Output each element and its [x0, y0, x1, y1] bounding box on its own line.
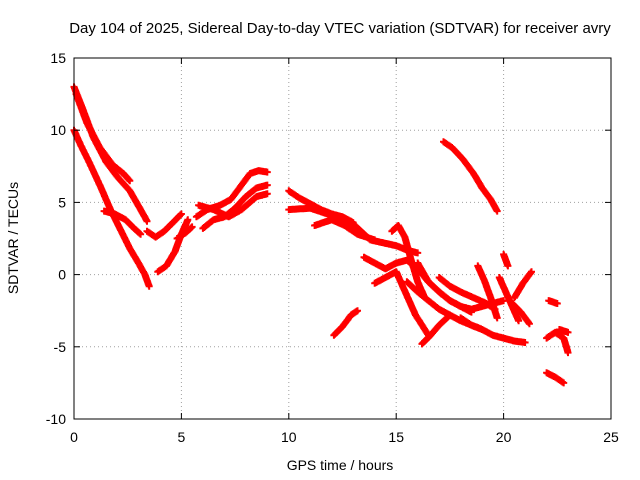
axis-ticks: 0 5 10 15 20 25 -10 -5 0 5 10 15 [46, 50, 619, 445]
data-point-markers [435, 274, 499, 313]
data-series-trace-4 [100, 207, 145, 238]
data-point-markers [555, 326, 572, 336]
chart-title: Day 104 of 2025, Sidereal Day-to-day VTE… [69, 20, 611, 37]
data-series-trace-13 [311, 216, 379, 244]
data-point-markers [545, 297, 561, 307]
data-point-markers [543, 369, 568, 387]
data-series-trace-21 [435, 274, 499, 313]
y-tick-label: -5 [54, 339, 67, 355]
data-point-markers [311, 216, 379, 244]
data-series-trace-29 [545, 297, 561, 307]
x-tick-label: 20 [496, 429, 512, 445]
data-point-markers [457, 314, 529, 346]
data-point-markers [508, 300, 533, 328]
data-series-trace-27 [510, 268, 535, 302]
data-point-markers [100, 207, 145, 238]
x-tick-label: 15 [388, 429, 404, 445]
x-tick-label: 10 [281, 429, 297, 445]
data-point-markers [418, 311, 454, 348]
y-tick-label: -10 [46, 411, 66, 427]
grid-lines [74, 58, 611, 419]
data-point-markers [195, 190, 271, 221]
data-point-markers [474, 262, 501, 322]
data-series-trace-3 [72, 90, 134, 185]
data-series-trace-23 [457, 314, 529, 346]
data-series-trace-22 [440, 138, 501, 215]
data-series-trace-5 [143, 210, 185, 241]
data-series-trace-24 [474, 262, 501, 322]
y-tick-label: 5 [58, 194, 66, 210]
data-point-markers [510, 268, 535, 302]
data-point-markers [143, 210, 185, 241]
data-point-markers [173, 223, 196, 242]
plot-frame [73, 57, 612, 420]
data-point-markers [371, 268, 432, 339]
data-series-trace-17 [388, 222, 428, 300]
data-point-markers [388, 222, 428, 300]
data-points [70, 83, 572, 387]
y-tick-label: 0 [58, 267, 66, 283]
data-point-markers [330, 307, 361, 339]
x-tick-label: 5 [178, 429, 186, 445]
data-series-trace-30 [543, 328, 572, 357]
y-axis-label: SDTVAR / TECUs [5, 182, 21, 294]
data-point-markers [440, 138, 501, 215]
data-series-trace-14 [330, 307, 361, 339]
data-point-markers [72, 90, 134, 185]
x-tick-label: 0 [70, 429, 78, 445]
y-tick-label: 15 [50, 50, 66, 66]
data-series-trace-28 [508, 300, 533, 328]
x-tick-label: 25 [603, 429, 619, 445]
data-series-trace-10 [195, 190, 271, 221]
data-point-markers [543, 328, 572, 357]
data-series-trace-31 [555, 326, 572, 336]
data-series-trace-26 [500, 250, 512, 270]
data-series-trace-7 [173, 223, 196, 242]
data-series-trace-32 [543, 369, 568, 387]
data-point-markers [500, 250, 512, 270]
y-tick-label: 10 [50, 122, 66, 138]
x-axis-label: GPS time / hours [287, 457, 394, 473]
data-series-trace-20 [418, 311, 454, 348]
data-series-trace-16 [371, 268, 432, 339]
